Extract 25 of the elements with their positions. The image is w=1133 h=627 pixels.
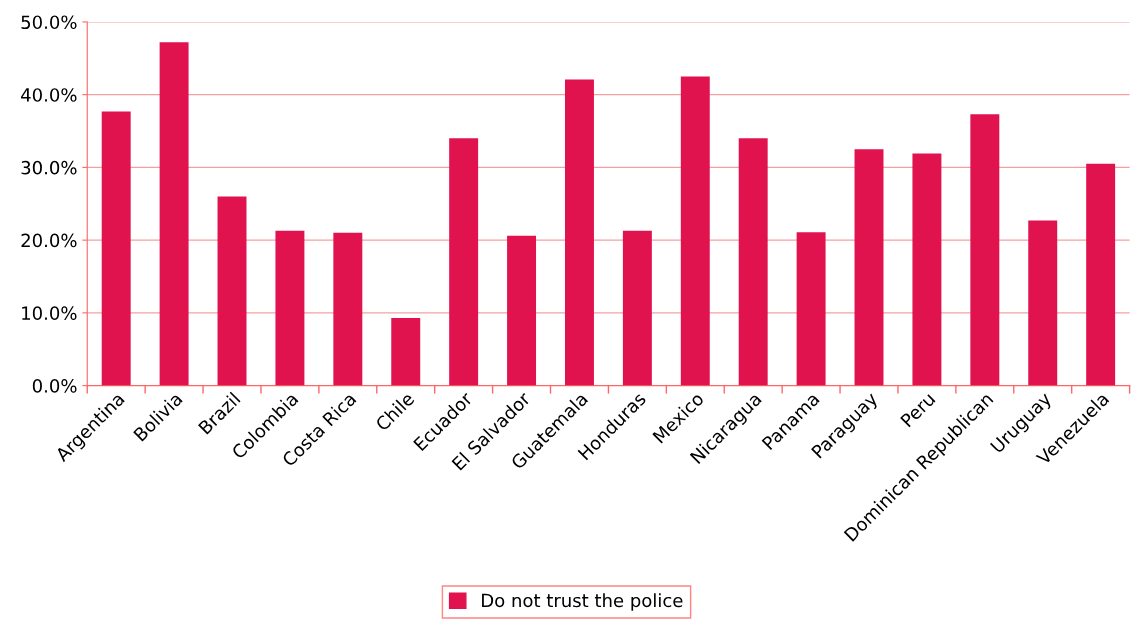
bar <box>159 42 189 386</box>
y-tick-label: 50.0% <box>21 15 77 30</box>
bar <box>854 149 884 386</box>
y-tick-label: 10.0% <box>22 306 77 320</box>
bar <box>101 111 131 386</box>
y-tick-label: 30.0% <box>21 160 77 175</box>
bar <box>738 138 768 386</box>
y-tick-label: 20.0% <box>21 233 77 248</box>
bar <box>333 232 363 386</box>
legend-label: Do not trust the police <box>482 593 683 611</box>
bar <box>217 196 247 386</box>
y-tick-label: 0.0% <box>32 379 77 393</box>
bar <box>275 230 305 386</box>
bar <box>1028 220 1058 386</box>
bar <box>507 235 537 386</box>
bar <box>564 79 594 386</box>
bar <box>912 153 942 386</box>
bar <box>391 317 421 386</box>
bar <box>622 230 652 386</box>
y-tick-label: 40.0% <box>21 88 77 102</box>
bar <box>449 138 479 386</box>
bar <box>1086 163 1116 386</box>
bar <box>680 76 710 386</box>
bar <box>796 232 826 386</box>
bar <box>970 114 1000 386</box>
